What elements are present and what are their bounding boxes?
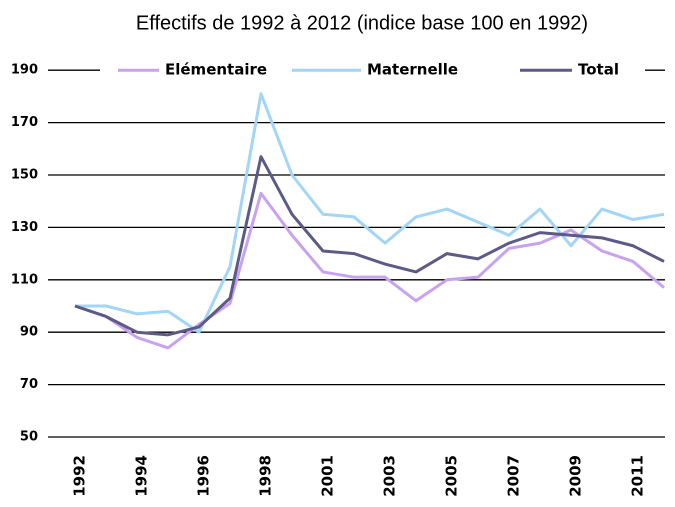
line-series <box>74 191 665 350</box>
x-tick-label: 1994 <box>133 455 151 497</box>
y-tick-label: 110 <box>11 272 38 287</box>
legend-label: Elémentaire <box>165 61 267 79</box>
line-series <box>74 155 665 337</box>
y-tick-label: 90 <box>20 325 38 340</box>
y-tick-label: 190 <box>11 63 38 78</box>
x-tick-label: 1998 <box>257 455 275 497</box>
line-series <box>75 92 665 334</box>
y-tick-label: 130 <box>11 220 38 235</box>
chart-title: Effectifs de 1992 à 2012 (indice base 10… <box>136 12 588 34</box>
y-tick-label: 50 <box>20 430 38 445</box>
y-tick-label: 150 <box>11 168 38 183</box>
legend-label: Total <box>578 61 619 79</box>
legend-box <box>100 59 645 82</box>
x-tick-label: 2007 <box>505 455 523 497</box>
x-tick-label: 1992 <box>71 455 89 497</box>
x-tick-label: 2005 <box>443 455 461 497</box>
y-tick-label: 70 <box>20 377 38 392</box>
x-tick-label: 2011 <box>629 455 647 497</box>
x-tick-label: 2003 <box>381 455 399 497</box>
legend-label: Maternelle <box>367 61 458 79</box>
x-tick-label: 2001 <box>319 455 337 497</box>
x-tick-label: 1996 <box>195 455 213 497</box>
x-tick-label: 2009 <box>567 455 585 497</box>
y-tick-label: 170 <box>11 115 38 130</box>
